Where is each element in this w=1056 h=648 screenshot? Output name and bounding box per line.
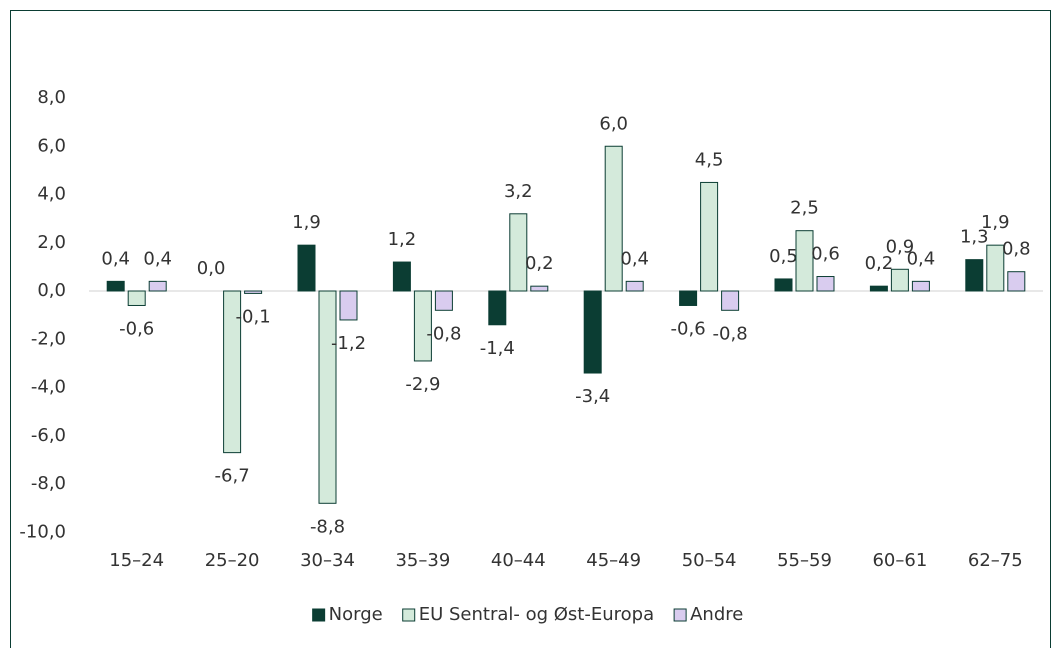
bar <box>604 145 623 292</box>
data-label: 0,5 <box>769 246 798 267</box>
legend-label: Andre <box>690 604 743 625</box>
bar <box>339 290 358 321</box>
x-tick-label: 25–20 <box>205 550 260 571</box>
x-tick-label: 50–54 <box>682 550 737 571</box>
data-label: 0,8 <box>1002 239 1031 260</box>
data-label: 0,4 <box>101 248 130 269</box>
data-label: -1,2 <box>331 333 366 354</box>
y-tick-label: 6,0 <box>37 135 66 156</box>
bar <box>986 244 1005 292</box>
data-label: 3,2 <box>504 181 533 202</box>
x-tick-label: 40–44 <box>491 550 546 571</box>
legend-marker <box>402 608 416 622</box>
bar <box>488 290 507 326</box>
bar <box>318 290 337 504</box>
bar <box>869 285 888 292</box>
bar <box>965 259 984 292</box>
y-tick-label: 2,0 <box>37 232 66 253</box>
data-label: 1,9 <box>292 212 321 233</box>
data-label: 4,5 <box>695 149 724 170</box>
bar <box>297 244 316 292</box>
bar <box>413 290 432 362</box>
bar <box>434 290 453 311</box>
bar <box>583 290 602 374</box>
x-tick-label: 60–61 <box>872 550 927 571</box>
legend-marker <box>673 608 687 622</box>
legend-marker <box>312 608 326 622</box>
bar <box>223 290 242 454</box>
bar <box>509 213 528 292</box>
bar <box>911 280 930 292</box>
bar <box>795 230 814 292</box>
y-tick-label: -6,0 <box>31 425 66 446</box>
data-label: 0,4 <box>143 248 172 269</box>
data-label: -3,4 <box>575 386 610 407</box>
data-label: -0,1 <box>236 306 271 327</box>
bar <box>816 276 835 292</box>
data-label: -0,8 <box>713 323 748 344</box>
data-label: -1,4 <box>480 338 515 359</box>
data-label: -6,7 <box>215 466 250 487</box>
data-label: 0,4 <box>907 248 936 269</box>
legend-label: Norge <box>329 604 383 625</box>
bar <box>127 290 146 306</box>
data-label: 0,6 <box>811 244 840 265</box>
data-label: 0,0 <box>197 258 226 279</box>
bar <box>721 290 740 311</box>
bar <box>148 280 167 292</box>
legend-label: EU Sentral- og Øst-Europa <box>419 604 654 625</box>
data-label: -8,8 <box>310 516 345 537</box>
data-label: 1,3 <box>960 227 989 248</box>
bar <box>700 181 719 292</box>
data-label: 2,5 <box>790 198 819 219</box>
bar <box>530 285 549 292</box>
data-label: -0,6 <box>119 318 154 339</box>
data-label: -2,9 <box>405 374 440 395</box>
y-tick-label: 0,0 <box>37 280 66 301</box>
bar <box>244 290 263 294</box>
y-tick-label: -2,0 <box>31 328 66 349</box>
bar <box>106 280 125 292</box>
data-label: -0,8 <box>426 323 461 344</box>
data-label: 0,9 <box>886 236 915 257</box>
data-label: 0,2 <box>525 253 554 274</box>
data-label: -0,6 <box>671 318 706 339</box>
y-tick-label: -4,0 <box>31 377 66 398</box>
x-tick-label: 35–39 <box>395 550 450 571</box>
bar <box>392 261 411 292</box>
data-label: 6,0 <box>599 113 628 134</box>
bar <box>679 290 698 306</box>
data-label: 0,2 <box>865 253 894 274</box>
bar <box>774 278 793 292</box>
x-tick-label: 55–59 <box>777 550 832 571</box>
bar <box>1007 271 1026 292</box>
y-tick-label: -10,0 <box>19 521 66 542</box>
chart-frame <box>10 10 1051 648</box>
bar <box>625 280 644 292</box>
data-label: 1,2 <box>388 229 417 250</box>
y-tick-label: 4,0 <box>37 184 66 205</box>
data-label: 0,4 <box>620 248 649 269</box>
x-tick-label: 62–75 <box>968 550 1023 571</box>
x-tick-label: 30–34 <box>300 550 355 571</box>
y-tick-label: 8,0 <box>37 87 66 108</box>
x-tick-label: 15–24 <box>109 550 164 571</box>
y-tick-label: -8,0 <box>31 473 66 494</box>
bar <box>890 268 909 292</box>
x-tick-label: 45–49 <box>586 550 641 571</box>
data-label: 1,9 <box>981 212 1010 233</box>
